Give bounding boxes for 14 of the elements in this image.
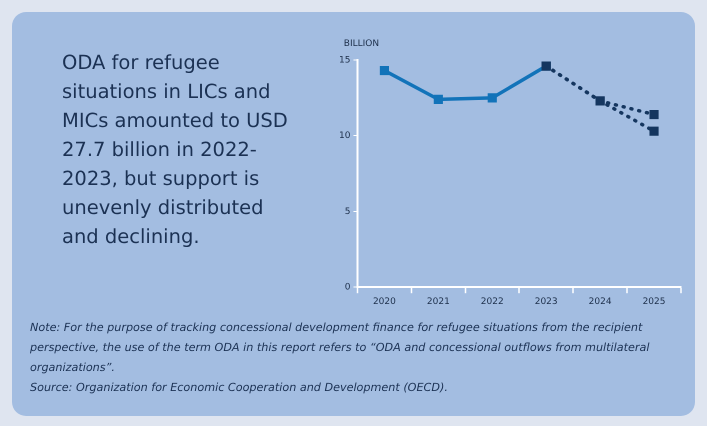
y-tick-label: 10 <box>339 131 351 142</box>
text: Note: For the purpose of tracking concessional development finance for refugee situations from the recipient perspective, the use of the term ODA in this report refers to “ODA and concessional outflows from multilateral organizations”. <box>30 320 650 376</box>
x-tick-label: 2023 <box>534 296 558 307</box>
x-tick-label: 2025 <box>642 296 666 307</box>
y-axis-title: BILLION <box>344 38 380 49</box>
x-tick-label: 2021 <box>426 296 450 307</box>
source-note: Source: Organization for Economic Cooperation and Development (OECD). <box>30 380 449 396</box>
y-tick-label: 0 <box>344 282 351 293</box>
x-tick-label: 2022 <box>480 296 504 307</box>
x-tick-label: 2020 <box>372 296 396 307</box>
y-tick-label: 15 <box>339 55 350 66</box>
text: ODA for refugee situations in LICs and MICs amounted to USD 27.7 billion in 2022-2023, but support is unevenly distributed and declining. <box>62 50 289 250</box>
y-tick-label: 5 <box>344 206 350 217</box>
x-tick-label: 2024 <box>588 296 612 307</box>
